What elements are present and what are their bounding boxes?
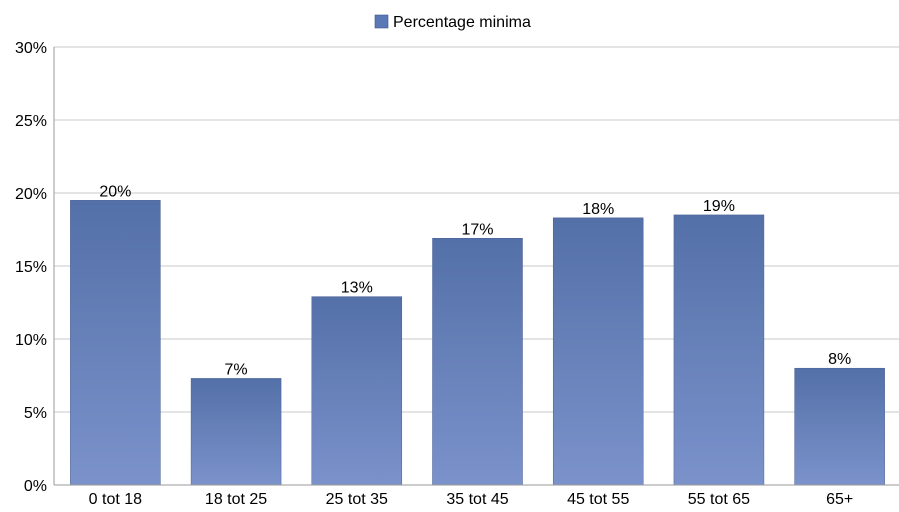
x-tick-labels: 0 tot 18 18 tot 25 25 tot 35 35 tot 45 45 to…	[89, 491, 854, 508]
data-labels: 20% 7% 13% 17% 18% 19% 8%	[99, 183, 851, 378]
x-tick-label: 65+	[826, 491, 853, 507]
bar	[190, 378, 282, 486]
bars	[70, 200, 885, 486]
data-label: 7%	[225, 361, 248, 378]
data-label: 17%	[461, 221, 493, 238]
y-tick-label: 20%	[15, 186, 47, 203]
x-tick-label: 18 tot 25	[205, 491, 267, 507]
data-label: 18%	[582, 201, 614, 218]
legend-label: Percentage minima	[393, 14, 531, 31]
data-label: 13%	[341, 280, 373, 297]
x-tick-label: 45 tot 55	[567, 491, 629, 507]
y-tick-label: 5%	[24, 405, 47, 422]
x-tick-label: 55 tot 65	[688, 491, 750, 507]
x-tick-label: 0 tot 18	[89, 491, 142, 507]
data-label: 19%	[703, 198, 735, 215]
legend: Percentage minima	[374, 14, 531, 31]
bar	[552, 217, 644, 486]
y-tick-label: 30%	[15, 40, 47, 57]
y-tick-label: 15%	[15, 259, 47, 276]
axes	[53, 47, 899, 486]
bar	[70, 200, 161, 486]
bar	[432, 238, 523, 486]
y-tick-label: 25%	[15, 113, 47, 130]
legend-swatch	[374, 14, 389, 29]
bar	[311, 296, 403, 486]
bar	[673, 214, 765, 486]
data-label: 20%	[99, 183, 131, 200]
bar	[794, 367, 885, 486]
x-tick-label: 25 tot 35	[326, 491, 388, 507]
data-label: 8%	[828, 351, 851, 368]
y-tick-label: 0%	[24, 478, 47, 495]
y-tick-labels: 0% 5% 10% 15% 20% 25% 30%	[15, 40, 47, 495]
y-tick-label: 10%	[15, 332, 47, 349]
x-tick-label: 35 tot 45	[446, 491, 508, 507]
